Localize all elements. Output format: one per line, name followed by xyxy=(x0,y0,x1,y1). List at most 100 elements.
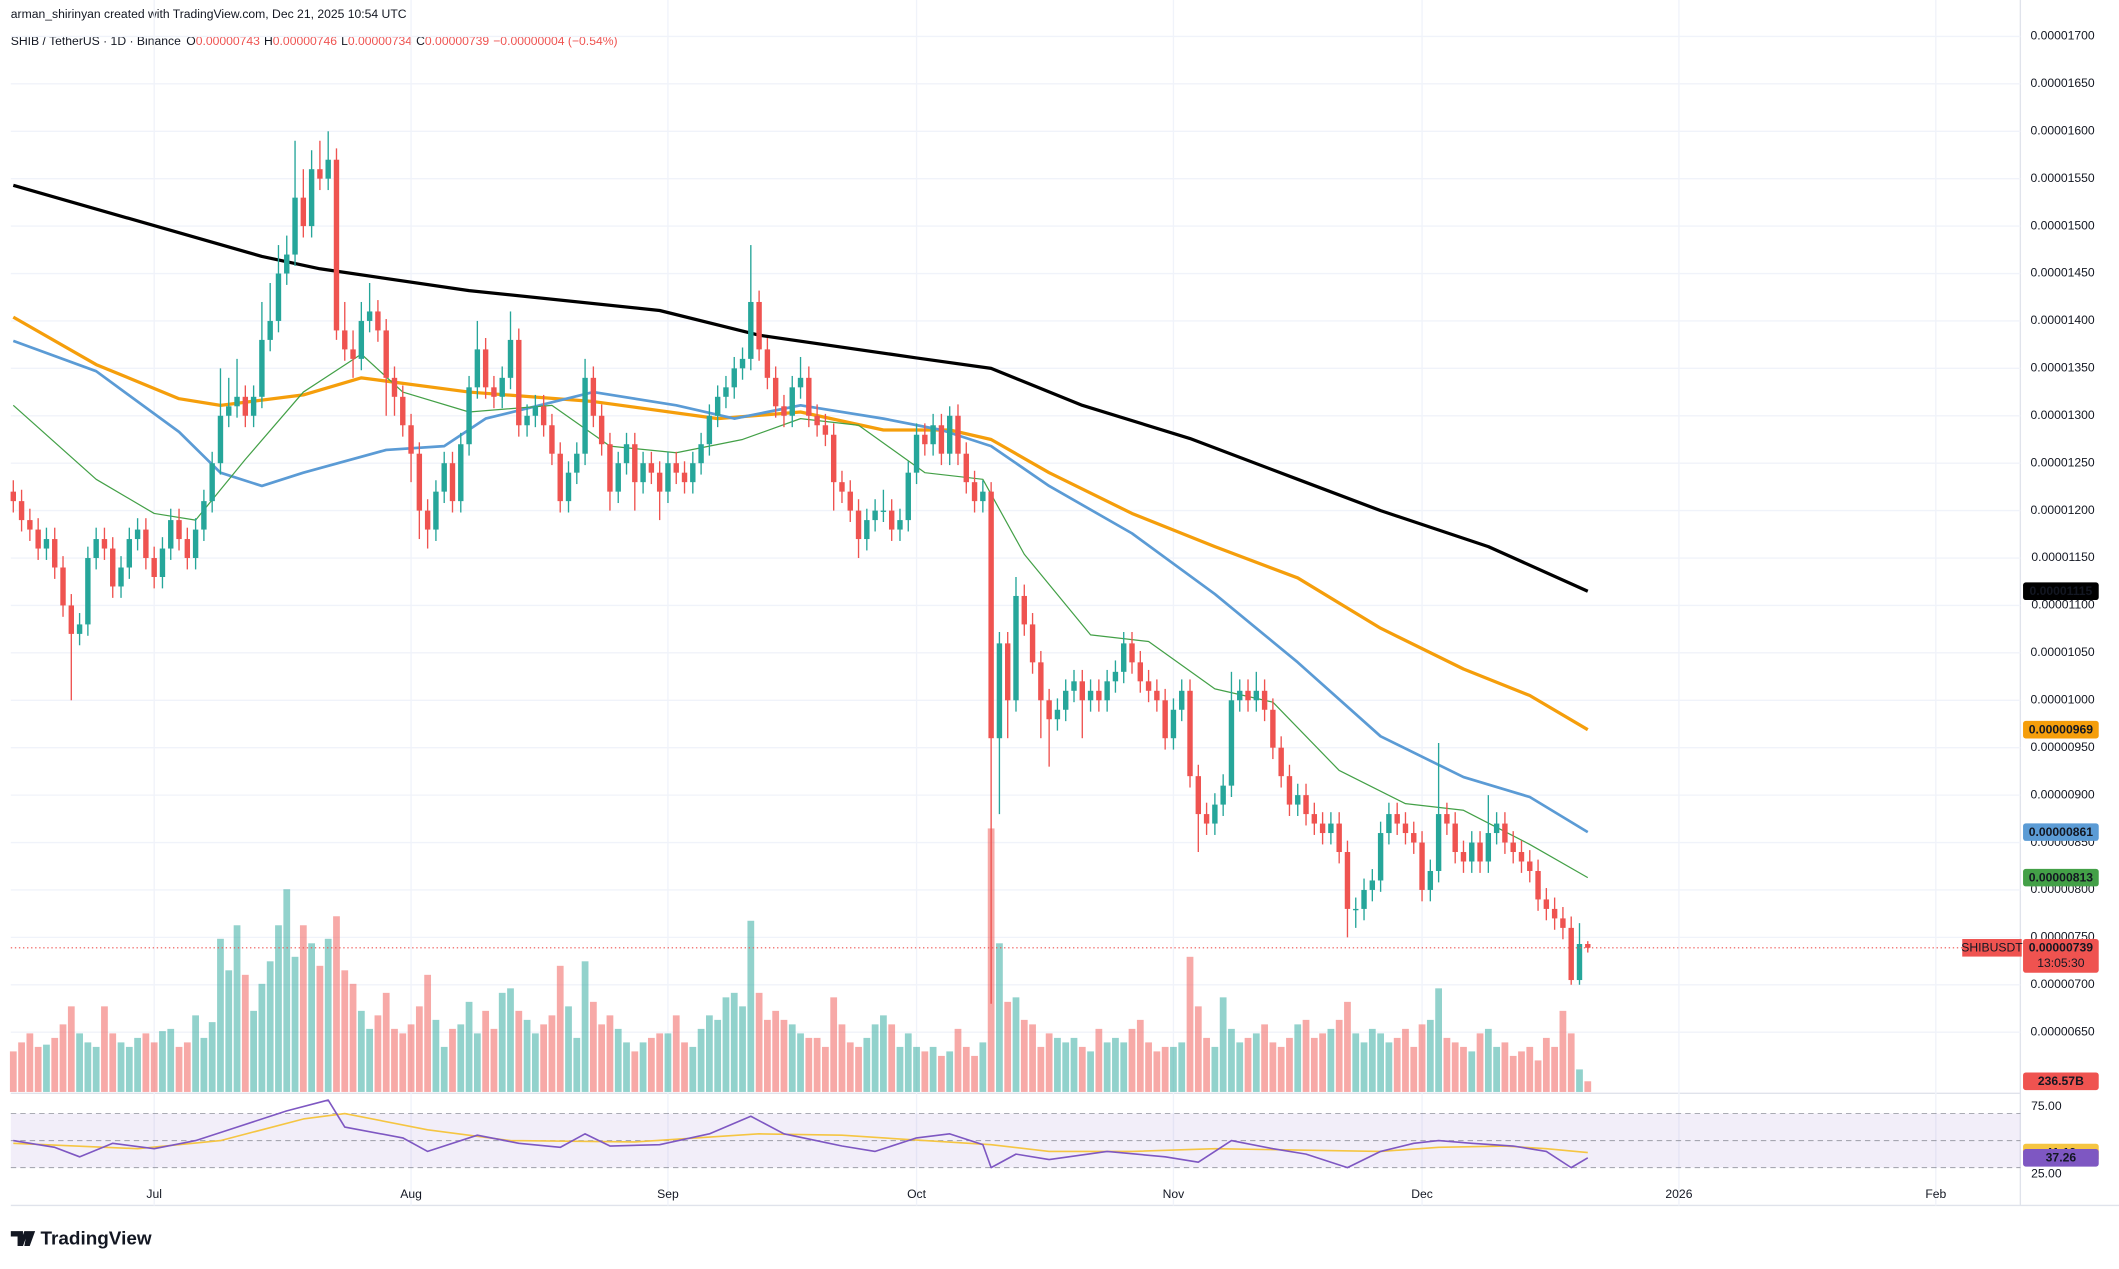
y-tick-label: 0.00001600 xyxy=(2030,123,2094,137)
volume-bar xyxy=(1377,1033,1384,1092)
rsi-tag-text: 37.26 xyxy=(2046,1151,2077,1165)
candle-body xyxy=(681,472,688,483)
candle-body xyxy=(43,539,50,549)
candle-body xyxy=(1295,795,1301,805)
candle-body xyxy=(1270,709,1276,748)
candle-body xyxy=(1460,852,1467,862)
rsi-line xyxy=(13,1099,1589,1169)
candle-body xyxy=(507,339,514,378)
volume-bar xyxy=(1128,1028,1136,1092)
volume-bar xyxy=(880,1015,887,1092)
candle-body xyxy=(1477,842,1483,862)
volume-bar xyxy=(43,1044,50,1092)
candle-body xyxy=(499,377,505,397)
candle-body xyxy=(764,349,771,378)
candle-body xyxy=(118,567,124,587)
moving-average xyxy=(12,339,1589,834)
candle-body xyxy=(1469,842,1475,862)
volume-bar xyxy=(1551,1046,1559,1092)
volume-bar xyxy=(283,889,291,1092)
candle-body xyxy=(342,330,348,350)
volume-bar xyxy=(59,1024,67,1092)
volume-bar xyxy=(1277,1046,1285,1092)
volume-bar xyxy=(1518,1051,1525,1092)
candle-body xyxy=(76,624,83,634)
volume-bar xyxy=(1352,1033,1360,1092)
candle-body xyxy=(1261,690,1268,710)
logo-text: TradingView xyxy=(41,1228,152,1249)
candle-body xyxy=(748,301,754,359)
candle-body xyxy=(673,463,679,473)
volume-bar xyxy=(896,1046,904,1092)
moving-average xyxy=(12,353,1589,879)
candle-body xyxy=(1502,823,1508,843)
volume-bar xyxy=(507,988,514,1092)
candle-body xyxy=(574,453,580,473)
candle-body xyxy=(756,301,762,350)
change: −0.00000004 (−0.54%) xyxy=(493,34,617,48)
candle-body xyxy=(930,425,936,445)
x-tick-label: Feb xyxy=(1925,1187,1946,1201)
candle-body xyxy=(872,510,878,521)
candle-body xyxy=(723,387,729,397)
logo-icon xyxy=(10,1231,36,1247)
candle-body xyxy=(615,463,621,492)
candle-body xyxy=(731,368,737,388)
volume-bar xyxy=(1236,1042,1244,1092)
volume-bar xyxy=(316,965,324,1092)
volume-bar xyxy=(1203,1037,1210,1092)
candle-body xyxy=(996,643,1003,739)
volume-bar xyxy=(523,1019,531,1092)
candle-body xyxy=(1336,823,1342,853)
ma-price-tag: 0.00000813 xyxy=(2023,868,2099,887)
x-tick-label: 2026 xyxy=(1665,1187,1692,1201)
candle-body xyxy=(1054,709,1061,720)
volume-bar xyxy=(415,1006,423,1092)
candle-body xyxy=(1311,814,1318,824)
volume-bar xyxy=(341,970,349,1092)
ma-price-tag-text: 0.00000861 xyxy=(2029,825,2093,839)
candle-body xyxy=(632,444,638,483)
volume-bar xyxy=(797,1033,804,1092)
volume-bar xyxy=(855,1046,862,1092)
volume-bar xyxy=(1261,1024,1268,1092)
volume-bar xyxy=(357,1010,365,1092)
volume-bar xyxy=(1468,1051,1476,1092)
candle-body xyxy=(797,377,804,388)
volume-bar xyxy=(1286,1037,1293,1092)
candle-body xyxy=(10,491,17,502)
volume-bar xyxy=(822,1046,829,1092)
candle-body xyxy=(1154,690,1160,701)
y-tick-label: 0.00001250 xyxy=(2030,455,2094,469)
volume-bar xyxy=(1095,1028,1103,1092)
candle-body xyxy=(814,415,820,426)
candle-body xyxy=(408,425,414,454)
rsi-tick-label: 75.00 xyxy=(2031,1099,2062,1113)
candle-body xyxy=(1187,690,1193,777)
candle-body xyxy=(532,406,539,416)
y-tick-label: 0.00000650 xyxy=(2030,1024,2094,1038)
candle-body xyxy=(292,197,298,255)
candle-body xyxy=(830,434,837,483)
x-tick-label: Jul xyxy=(146,1187,162,1201)
ohlc-value: 0.00000739 xyxy=(425,34,489,48)
volume-bar xyxy=(233,925,241,1092)
candle-body xyxy=(151,558,157,577)
candle-body xyxy=(1286,776,1293,805)
volume-bar xyxy=(192,1015,199,1092)
candle-body xyxy=(640,463,646,483)
rsi-tag-bg xyxy=(2023,1149,2099,1167)
volume-bar xyxy=(764,1019,771,1092)
candle-body xyxy=(474,349,481,388)
candle-body xyxy=(1145,681,1152,691)
volume-bar xyxy=(996,943,1003,1092)
volume-bar xyxy=(1045,1033,1053,1092)
y-tick-label: 0.00001650 xyxy=(2030,76,2094,90)
volume-bar xyxy=(739,1006,746,1092)
volume-bar xyxy=(1136,1019,1144,1092)
volume-bar xyxy=(498,992,506,1092)
candle-body xyxy=(250,396,257,416)
volume-bar xyxy=(681,1042,688,1092)
volume-bar xyxy=(449,1028,456,1092)
volume-bar xyxy=(946,1051,954,1092)
